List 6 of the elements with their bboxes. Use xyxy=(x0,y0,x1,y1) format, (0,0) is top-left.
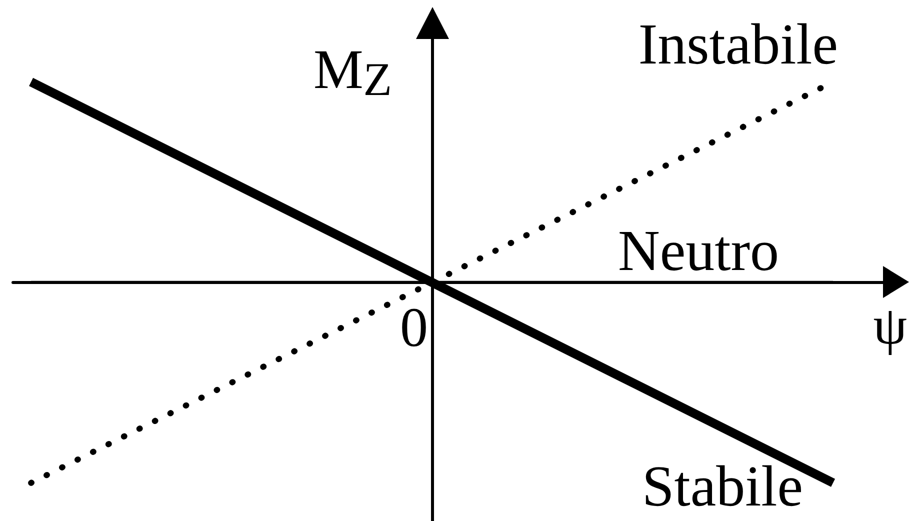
y-axis-title: M$_{Z}$ xyxy=(314,39,392,106)
annotation: 0 xyxy=(400,297,428,360)
series-label: Stabile xyxy=(642,453,804,518)
legend-label: Neutro xyxy=(618,218,780,283)
series-label: Instabile xyxy=(638,11,838,76)
x-axis-title: ψ xyxy=(873,295,908,356)
